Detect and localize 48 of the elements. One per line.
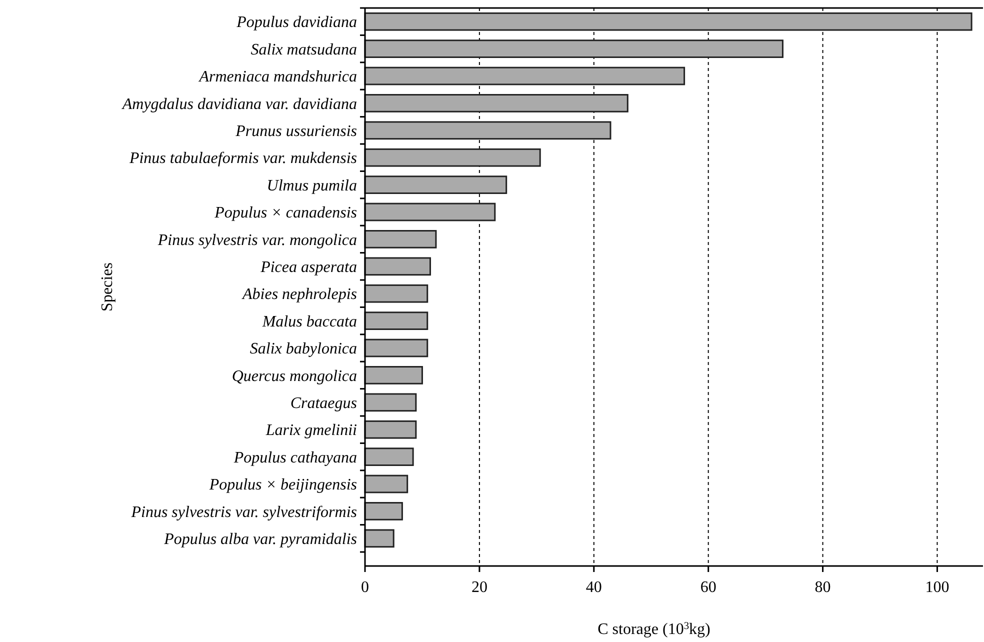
y-tick-label: Pinus sylvestris var. mongolica bbox=[156, 232, 357, 249]
y-tick-label: Amygdalus davidiana var. davidiana bbox=[121, 96, 357, 113]
bar bbox=[364, 312, 428, 330]
y-tick-label: Salix babylonica bbox=[250, 340, 357, 358]
bar bbox=[364, 121, 612, 140]
bar bbox=[364, 257, 431, 276]
x-tick-label: 100 bbox=[925, 579, 950, 596]
x-tick-label: 60 bbox=[700, 579, 716, 596]
bar bbox=[364, 12, 972, 31]
y-tick-label: Picea asperata bbox=[260, 259, 357, 276]
y-tick-label: Populus × canadensis bbox=[214, 204, 357, 222]
x-axis-title: C storage (10$^{3}$kg) bbox=[598, 620, 710, 638]
bar bbox=[364, 420, 417, 439]
y-tick-label: Abies nephrolepis bbox=[242, 286, 357, 304]
y-tick-label: Pinus tabulaeformis var. mukdensis bbox=[128, 150, 357, 168]
y-tick-label: Pinus sylvestris var. sylvestriformis bbox=[130, 504, 357, 521]
y-tick-label: Populus × beijingensis bbox=[208, 476, 357, 494]
bar bbox=[364, 366, 423, 384]
y-tick-label: Quercus mongolica bbox=[232, 368, 357, 385]
x-tick-label: 0 bbox=[361, 579, 369, 596]
bar bbox=[364, 202, 496, 222]
bar bbox=[364, 230, 437, 248]
bar bbox=[364, 474, 408, 494]
y-tick-label: Populus cathayana bbox=[232, 449, 357, 466]
y-tick-label: Populus davidiana bbox=[236, 14, 357, 32]
bar bbox=[364, 176, 508, 194]
bar bbox=[364, 338, 428, 358]
bar bbox=[364, 40, 784, 58]
bar bbox=[364, 502, 403, 520]
y-tick-label: Salix matsudana bbox=[250, 41, 357, 58]
x-tick-label: 80 bbox=[814, 579, 831, 596]
x-tick-label: 20 bbox=[471, 579, 488, 596]
y-tick-label: Armeniaca mandshurica bbox=[198, 68, 357, 86]
y-tick-label: Larix gmelinii bbox=[264, 422, 357, 440]
bar bbox=[364, 393, 417, 412]
y-tick-label: Crataegus bbox=[290, 395, 357, 412]
bar bbox=[364, 529, 394, 548]
y-tick-label: Prunus ussuriensis bbox=[234, 123, 357, 140]
y-tick-label: Ulmus pumila bbox=[266, 177, 357, 194]
y-axis-title: Species bbox=[99, 262, 116, 312]
bar bbox=[364, 66, 686, 86]
bar bbox=[364, 284, 428, 303]
bar bbox=[364, 448, 414, 466]
x-tick-label: 40 bbox=[586, 579, 602, 596]
y-tick-label: Malus baccata bbox=[261, 313, 357, 330]
y-tick-label: Populus alba var. pyramidalis bbox=[163, 531, 357, 548]
bar bbox=[364, 148, 541, 167]
bar bbox=[364, 94, 628, 112]
